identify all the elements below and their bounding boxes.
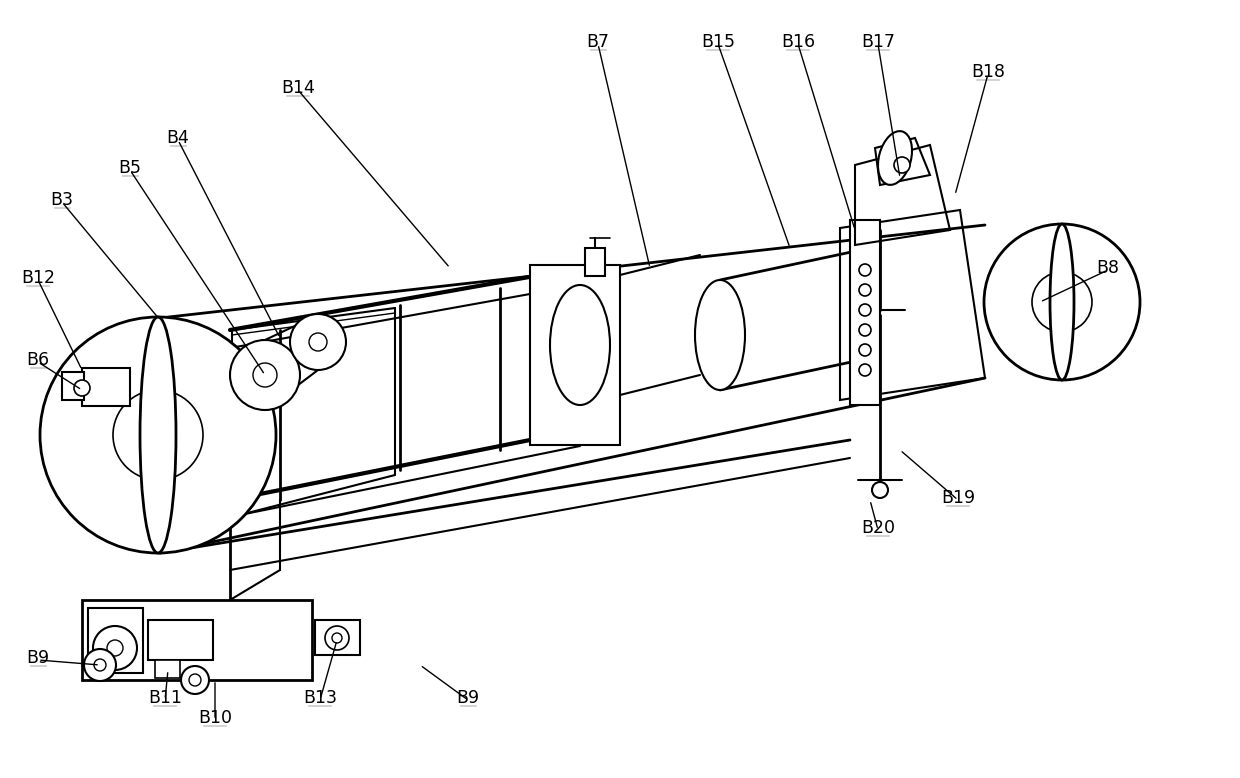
Circle shape (325, 626, 348, 650)
Bar (148, 620, 213, 660)
Circle shape (113, 390, 203, 480)
Text: B10: B10 (198, 709, 232, 727)
Text: B11: B11 (148, 689, 182, 707)
Ellipse shape (1050, 224, 1074, 380)
Circle shape (84, 649, 117, 681)
Circle shape (290, 314, 346, 370)
Text: B15: B15 (701, 33, 735, 51)
Circle shape (859, 324, 870, 336)
Bar (529, 265, 620, 445)
Text: B20: B20 (861, 519, 895, 537)
Text: B8: B8 (1096, 259, 1120, 277)
Text: B17: B17 (861, 33, 895, 51)
Text: B7: B7 (587, 33, 610, 51)
Circle shape (40, 317, 277, 553)
Ellipse shape (551, 285, 610, 405)
Bar (315, 620, 360, 655)
Circle shape (74, 380, 91, 396)
Bar (62, 372, 84, 400)
Circle shape (872, 482, 888, 498)
Text: B16: B16 (781, 33, 815, 51)
Circle shape (859, 264, 870, 276)
Circle shape (859, 344, 870, 356)
Bar (155, 660, 180, 678)
Ellipse shape (694, 280, 745, 390)
Bar (585, 248, 605, 276)
Bar (82, 368, 130, 406)
Circle shape (253, 363, 277, 387)
Circle shape (332, 633, 342, 643)
Bar (849, 220, 880, 405)
Circle shape (985, 224, 1140, 380)
Text: B5: B5 (119, 159, 141, 177)
Circle shape (894, 157, 910, 173)
Circle shape (859, 284, 870, 296)
Circle shape (93, 626, 136, 670)
Circle shape (309, 333, 327, 351)
Text: B9: B9 (26, 649, 50, 667)
Text: B9: B9 (456, 689, 480, 707)
Text: B19: B19 (941, 489, 975, 507)
Bar (82, 600, 312, 680)
Circle shape (107, 640, 123, 656)
Circle shape (1032, 272, 1092, 332)
Circle shape (859, 304, 870, 316)
Text: B12: B12 (21, 269, 55, 287)
Circle shape (229, 340, 300, 410)
Ellipse shape (140, 317, 176, 553)
Text: B6: B6 (26, 351, 50, 369)
Bar (88, 608, 143, 673)
Ellipse shape (878, 131, 911, 185)
Text: B13: B13 (303, 689, 337, 707)
Text: B14: B14 (281, 79, 315, 97)
Circle shape (1052, 292, 1073, 312)
Circle shape (181, 666, 210, 694)
Text: B18: B18 (971, 63, 1004, 81)
Circle shape (146, 423, 170, 447)
Text: B3: B3 (51, 191, 73, 209)
Circle shape (859, 364, 870, 376)
Circle shape (188, 674, 201, 686)
Circle shape (94, 659, 105, 671)
Text: B4: B4 (166, 129, 190, 147)
